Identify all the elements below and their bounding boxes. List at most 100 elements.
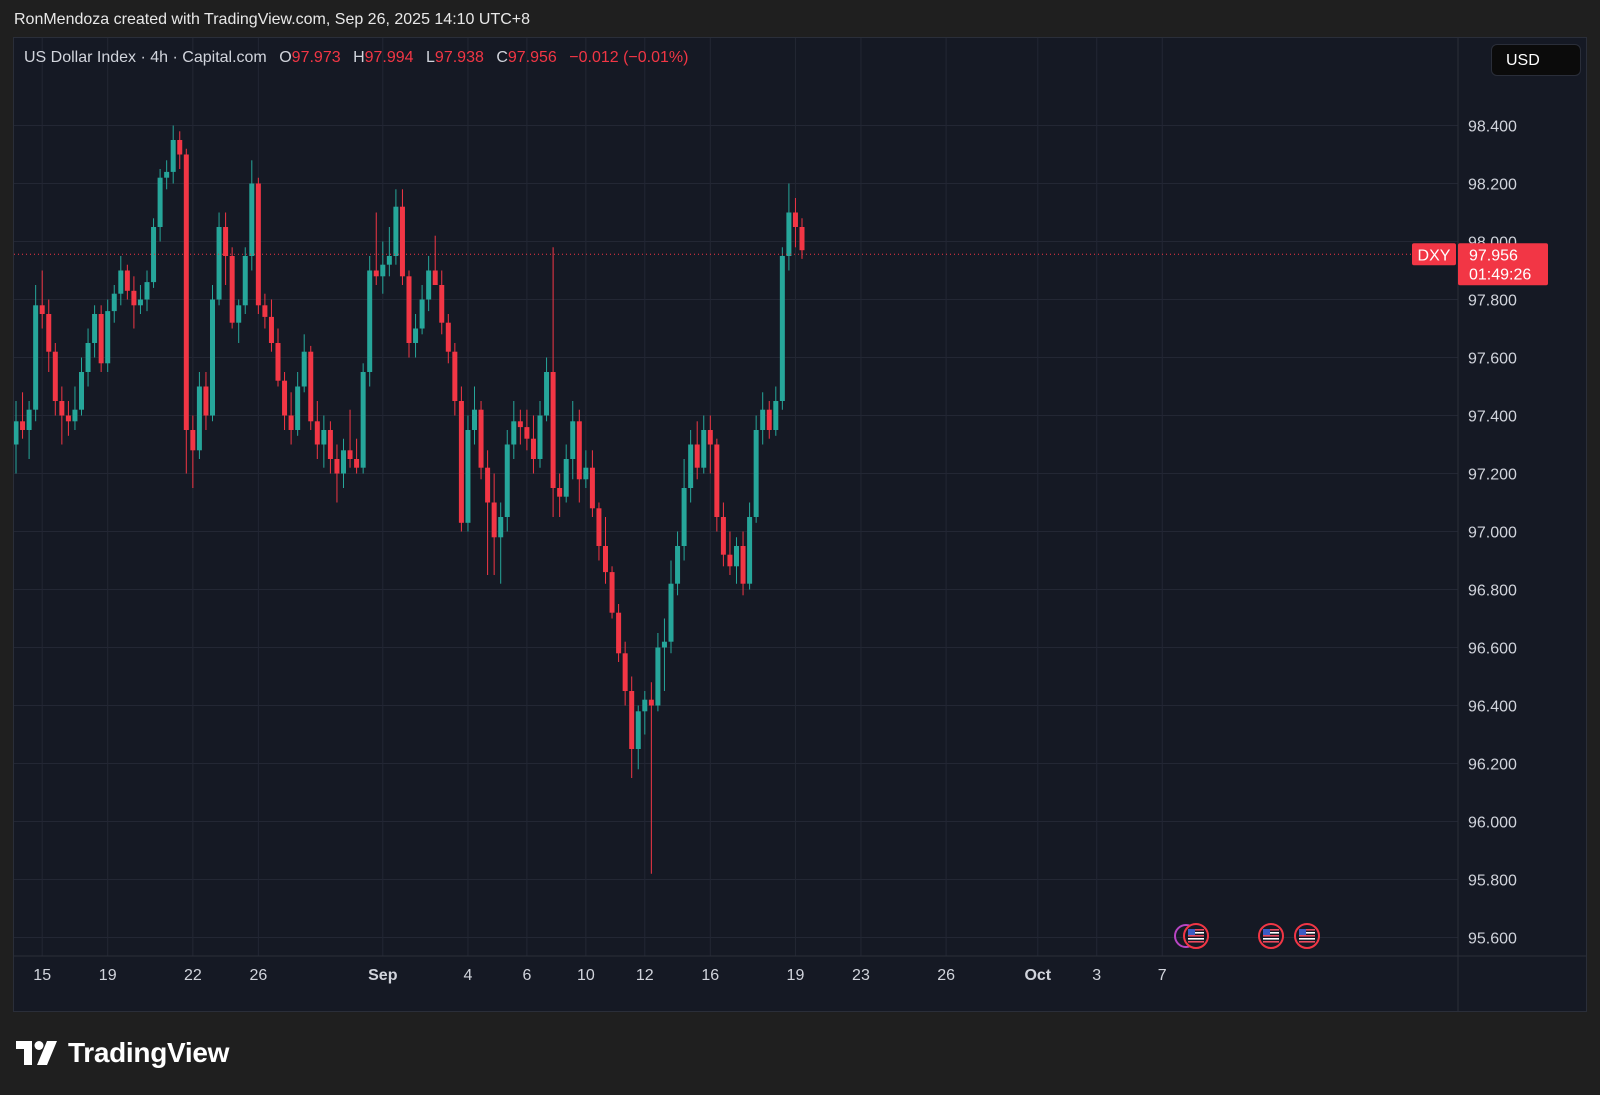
candle-body: [472, 409, 477, 430]
candle-body: [655, 647, 661, 706]
date-tick-label: 22: [184, 967, 202, 984]
candle-body: [20, 421, 26, 430]
tradingview-logo[interactable]: TradingView: [16, 1036, 229, 1070]
price-tick-label: 97.600: [1468, 351, 1517, 368]
candle-body: [288, 415, 294, 430]
candle-body: [609, 572, 615, 613]
candles: [14, 125, 805, 874]
low-value: 97.938: [434, 49, 484, 66]
candle-body: [393, 206, 399, 256]
candle-body: [216, 227, 222, 300]
candle-body: [79, 372, 84, 410]
change-value: −0.012 (−0.01%): [569, 49, 689, 66]
open-value: 97.973: [291, 49, 341, 66]
candle-body: [426, 270, 432, 300]
candle-body: [557, 488, 563, 497]
candle-body: [190, 430, 196, 451]
candle-body: [563, 459, 569, 497]
candle-body: [282, 380, 288, 416]
price-tick-label: 97.800: [1468, 293, 1517, 310]
candle-body: [675, 546, 681, 584]
flag-stripe: [1299, 941, 1315, 943]
candle-body: [105, 311, 111, 364]
candle-body: [72, 409, 78, 422]
candle-body: [465, 430, 471, 523]
candle-body: [760, 409, 766, 430]
candle-body: [589, 467, 595, 509]
candle-body: [661, 641, 667, 648]
candle-body: [550, 372, 556, 488]
candle-body: [59, 401, 65, 416]
candlestick-chart[interactable]: 98.40098.20098.00097.80097.60097.40097.2…: [14, 38, 1586, 1011]
candle-body: [432, 270, 438, 285]
candle-body: [452, 351, 458, 401]
price-tick-label: 97.000: [1468, 525, 1517, 542]
candle-body: [131, 290, 137, 306]
low-label: L: [426, 49, 435, 66]
candle-body: [118, 270, 124, 294]
close-label: C: [496, 49, 508, 66]
candle-body: [498, 517, 504, 538]
flag-stripe: [1263, 941, 1279, 943]
candle-body: [367, 270, 373, 372]
candle-body: [52, 351, 58, 401]
candle-body: [85, 343, 91, 372]
candle-body: [65, 415, 71, 422]
candle-body: [157, 177, 163, 227]
candle-body: [445, 322, 451, 352]
chart-panel[interactable]: 98.400 98.200 98.000 97.800 97.600 97.400 97.2…: [13, 37, 1587, 1012]
chart-caption: RonMendoza created with TradingView.com,…: [14, 11, 531, 28]
candle-body: [124, 270, 130, 291]
price-tick-label: 96.000: [1468, 815, 1517, 832]
candle-body: [439, 285, 445, 323]
candle-body: [524, 427, 530, 439]
flag-stripe: [1188, 935, 1204, 937]
candle-body: [714, 444, 720, 517]
candle-body: [792, 212, 798, 227]
flag-stripe: [1263, 929, 1279, 931]
price-tick-label: 95.600: [1468, 931, 1517, 948]
date-tick-label: 23: [852, 967, 870, 984]
date-tick-label: 19: [787, 967, 805, 984]
currency-button[interactable]: USD: [1491, 44, 1581, 76]
candle-body: [681, 488, 687, 546]
price-tag-box: [1458, 243, 1548, 286]
flag-stripe: [1299, 935, 1315, 937]
price-tick-label: 97.200: [1468, 467, 1517, 484]
candle-body: [314, 421, 320, 445]
symbol-title[interactable]: US Dollar Index · 4h · Capital.com: [24, 49, 267, 66]
candle-body: [773, 401, 779, 430]
candle-body: [491, 502, 497, 538]
candle-body: [413, 328, 419, 343]
date-tick-label: 12: [636, 967, 654, 984]
flag-canton: [1299, 929, 1306, 935]
candle-body: [629, 691, 635, 749]
candle-body: [137, 299, 143, 306]
candle-body: [373, 270, 379, 277]
candle-body: [144, 282, 150, 300]
candle-body: [164, 171, 170, 178]
candle-body: [642, 699, 648, 712]
candle-body: [275, 343, 281, 381]
ticker-tag-box: [1412, 243, 1456, 266]
flag-stripe: [1299, 938, 1315, 940]
candle-body: [14, 421, 19, 445]
price-tick-label: 96.200: [1468, 757, 1517, 774]
price-tick-label: 96.400: [1468, 699, 1517, 716]
candle-body: [341, 450, 346, 474]
candle-body: [478, 409, 484, 468]
candle-body: [334, 459, 340, 474]
candle-body: [583, 467, 589, 480]
price-tick-label: 98.200: [1468, 177, 1517, 194]
price-tick-label: 96.600: [1468, 641, 1517, 658]
flag-stripe: [1188, 929, 1204, 931]
flag-stripe: [1263, 932, 1279, 934]
candle-body: [603, 546, 608, 573]
candle-body: [242, 256, 248, 306]
last-price-tag: DXY 97.956 01:49:26: [14, 243, 1548, 286]
candle-body: [380, 264, 386, 277]
candle-body: [177, 140, 183, 155]
price-tag: 97.956 01:49:26: [1458, 243, 1548, 286]
candle-body: [255, 183, 261, 306]
candle-body: [766, 409, 772, 430]
